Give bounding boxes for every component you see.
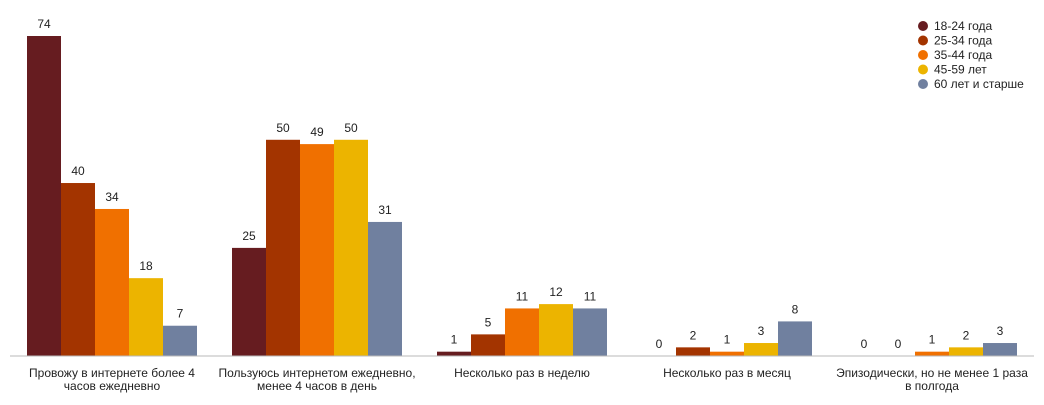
legend-marker-3	[918, 50, 928, 60]
value-label-5-3: 1	[929, 333, 936, 347]
bar-3-1	[437, 351, 471, 356]
value-label-2-2: 50	[276, 121, 290, 135]
bar-3-2	[471, 334, 505, 356]
bar-1-1	[27, 36, 61, 356]
value-label-1-3: 34	[105, 190, 119, 204]
legend-marker-4	[918, 64, 928, 75]
value-label-4-2: 2	[690, 328, 697, 342]
bar-2-4	[334, 139, 368, 356]
value-label-5-1: 0	[861, 337, 868, 351]
value-label-3-5: 11	[584, 289, 597, 303]
value-label-3-2: 5	[485, 315, 492, 329]
category-label-4-line-1: Несколько раз в месяц	[663, 366, 791, 380]
value-label-3-1: 1	[451, 333, 458, 347]
value-label-3-3: 11	[516, 289, 529, 303]
value-label-2-3: 49	[310, 125, 324, 139]
legend-label-4: 45-59 лет	[934, 63, 987, 77]
value-label-4-3: 1	[724, 333, 731, 347]
value-label-2-1: 25	[242, 229, 256, 243]
bar-4-5	[778, 321, 812, 356]
value-label-2-4: 50	[344, 121, 358, 135]
bar-3-5	[573, 308, 607, 356]
value-label-1-1: 74	[37, 17, 51, 31]
value-label-2-5: 31	[378, 203, 392, 217]
value-label-5-2: 0	[895, 337, 902, 351]
value-label-1-5: 7	[177, 307, 184, 321]
bar-4-2	[676, 347, 710, 356]
bar-2-3	[300, 144, 334, 356]
bar-1-4	[129, 278, 163, 356]
legend-label-5: 60 лет и старше	[934, 77, 1024, 91]
value-label-4-5: 8	[792, 302, 799, 316]
bar-4-4	[744, 343, 778, 356]
bar-3-3	[505, 308, 539, 356]
value-label-4-1: 0	[656, 337, 663, 351]
legend-label-1: 18-24 года	[934, 19, 993, 33]
category-label-1-line-1: Провожу в интернете более 4	[29, 366, 195, 380]
legend-label-2: 25-34 года	[934, 34, 993, 48]
bar-4-3	[710, 351, 744, 356]
category-label-3-line-1: Несколько раз в неделю	[454, 366, 590, 380]
value-label-1-2: 40	[71, 164, 85, 178]
value-label-5-5: 3	[997, 324, 1004, 338]
category-label-5-line-2: в полгода	[905, 379, 959, 393]
bar-5-4	[949, 347, 983, 356]
value-label-4-4: 3	[758, 324, 765, 338]
value-label-5-4: 2	[963, 328, 970, 342]
bars-layer	[27, 36, 1017, 356]
category-label-2-line-2: менее 4 часов в день	[257, 379, 377, 393]
bar-5-3	[915, 351, 949, 356]
bar-2-5	[368, 221, 402, 356]
bar-5-5	[983, 343, 1017, 356]
bar-2-1	[232, 247, 266, 356]
bar-1-3	[95, 208, 129, 356]
bar-1-2	[61, 183, 95, 356]
category-label-5-line-1: Эпизодически, но не менее 1 раза	[836, 366, 1028, 380]
bar-3-4	[539, 304, 573, 356]
value-label-1-4: 18	[139, 259, 153, 273]
category-label-2-line-1: Пользуюсь интернетом ежедневно,	[218, 366, 415, 380]
legend-label-3: 35-44 года	[934, 48, 993, 62]
legend-marker-5	[918, 79, 928, 89]
legend-marker-2	[918, 35, 928, 46]
bar-1-5	[163, 325, 197, 356]
value-label-3-4: 12	[549, 285, 563, 299]
legend-marker-1	[918, 21, 928, 31]
bar-2-2	[266, 139, 300, 356]
category-label-1-line-2: часов ежедневно	[64, 379, 161, 393]
